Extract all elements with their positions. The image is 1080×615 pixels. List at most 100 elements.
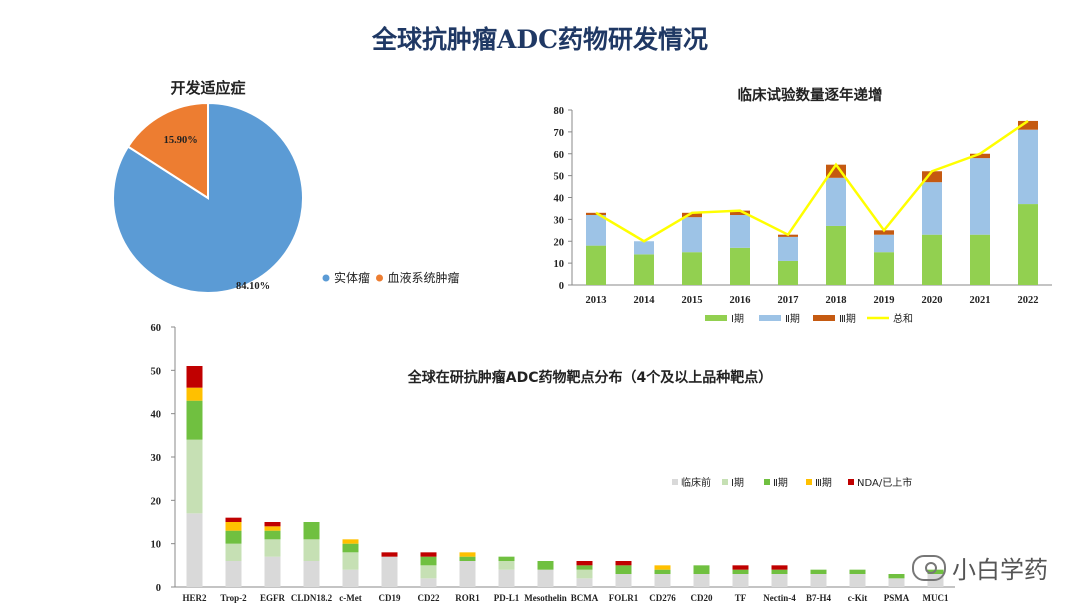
x-tick-label: 2013 xyxy=(586,295,607,306)
bar-segment xyxy=(459,561,476,587)
bar-segment xyxy=(888,574,905,579)
bar-segment xyxy=(498,556,515,561)
x-tick-label: TF xyxy=(735,593,747,603)
legend-label: Ⅱ期 xyxy=(785,313,800,325)
y-tick-label: 60 xyxy=(151,323,162,334)
bar-segment xyxy=(303,561,320,587)
bar-segment xyxy=(615,565,632,574)
bar-segment xyxy=(682,212,702,218)
x-tick-label: EGFR xyxy=(260,593,286,603)
x-tick-label: 2015 xyxy=(682,295,703,306)
bar-segment xyxy=(420,552,437,557)
x-tick-label: PD-L1 xyxy=(494,593,520,603)
y-tick-label: 30 xyxy=(151,453,162,464)
legend-label: 血液系统肿瘤 xyxy=(388,270,460,285)
bar-segment xyxy=(576,578,593,587)
bar-segment xyxy=(186,439,203,514)
legend-marker xyxy=(764,479,770,485)
wechat-icon xyxy=(912,554,946,581)
bar-segment xyxy=(186,387,203,401)
page-title: 全球抗肿瘤ADC药物研发情况 xyxy=(372,25,708,54)
bar-segment xyxy=(693,565,710,574)
bar-segment xyxy=(654,574,671,587)
bar-segment xyxy=(498,569,515,587)
bar-segment xyxy=(342,543,359,553)
legend-label: Ⅰ期 xyxy=(731,477,744,489)
y-tick-label: 50 xyxy=(151,366,162,377)
x-tick-label: MUC1 xyxy=(923,593,949,603)
y-tick-label: 10 xyxy=(554,259,565,270)
x-tick-label: PSMA xyxy=(884,593,910,603)
x-tick-label: HER2 xyxy=(182,593,207,603)
bar-segment xyxy=(576,561,593,566)
bar-segment xyxy=(970,234,990,285)
x-tick-label: 2017 xyxy=(778,295,799,306)
bar-segment xyxy=(730,210,750,215)
legend-marker xyxy=(759,315,781,321)
bar-segment xyxy=(186,513,203,587)
watermark: 小白学药 xyxy=(912,550,1048,585)
legend-marker xyxy=(705,315,727,321)
bar-segment xyxy=(225,561,242,587)
bar-segment xyxy=(922,182,942,235)
bar-segment xyxy=(826,225,846,285)
bar-segment xyxy=(732,574,749,587)
bar-segment xyxy=(576,569,593,579)
bar-segment xyxy=(420,578,437,587)
legend-label: 总和 xyxy=(893,312,913,325)
legend-label: Ⅲ期 xyxy=(815,477,832,489)
bar-segment xyxy=(537,561,554,570)
x-tick-label: CD19 xyxy=(379,593,401,603)
bar-segment xyxy=(826,164,846,178)
pie-slice xyxy=(126,101,209,200)
target-chart: 全球在研抗肿瘤ADC药物靶点分布（4个及以上品种靶点） 0 10 20 30 40 50 6… xyxy=(151,323,955,603)
bar-segment xyxy=(303,539,320,561)
target-title: 全球在研抗肿瘤ADC药物靶点分布（4个及以上品种靶点） xyxy=(407,369,772,386)
bar-segment xyxy=(634,241,654,255)
bar-segment xyxy=(459,556,476,561)
bar-segment xyxy=(634,254,654,285)
x-tick-label: 2019 xyxy=(874,295,895,306)
bar-segment xyxy=(264,522,281,527)
legend-marker xyxy=(722,479,728,485)
bar-segment xyxy=(771,574,788,587)
legend-marker xyxy=(376,274,383,282)
bar-segment xyxy=(303,522,320,540)
legend-marker xyxy=(322,274,330,282)
bar-segment xyxy=(1018,204,1038,285)
bar-segment xyxy=(264,530,281,540)
x-tick-label: CD276 xyxy=(649,593,676,603)
bar-segment xyxy=(682,217,702,253)
bar-segment xyxy=(730,215,750,248)
x-tick-label: 2022 xyxy=(1018,295,1039,306)
bar-segment xyxy=(732,565,749,570)
bar-segment xyxy=(849,574,866,587)
bar-segment xyxy=(615,574,632,587)
bar-segment xyxy=(771,569,788,574)
trend-title: 临床试验数量逐年递增 xyxy=(738,86,883,104)
pie-chart: 开发适应症 84.10% 15.90% 实体瘤 血液系统肿瘤 xyxy=(112,79,460,294)
bar-segment xyxy=(730,247,750,285)
bar-segment xyxy=(778,260,798,285)
bar-segment xyxy=(732,569,749,574)
legend-label: Ⅱ期 xyxy=(773,477,788,489)
y-tick-label: 20 xyxy=(151,496,162,507)
bar-segment xyxy=(778,236,798,261)
bar-segment xyxy=(771,565,788,570)
bar-segment xyxy=(810,574,827,587)
bar-segment xyxy=(342,539,359,544)
bar-segment xyxy=(1018,129,1038,205)
bar-segment xyxy=(381,556,398,587)
x-tick-label: 2014 xyxy=(634,295,656,306)
legend-marker xyxy=(672,479,678,485)
legend-label: 临床前 xyxy=(681,476,711,489)
bar-segment xyxy=(922,234,942,285)
total-line xyxy=(595,119,1029,243)
bar-segment xyxy=(498,561,515,570)
y-tick-label: 80 xyxy=(554,106,565,117)
y-tick-label: 70 xyxy=(554,128,565,139)
x-tick-label: CD22 xyxy=(418,593,440,603)
legend-label: Ⅰ期 xyxy=(731,313,744,325)
bar-segment xyxy=(654,569,671,574)
x-tick-label: Nectin-4 xyxy=(763,593,796,603)
